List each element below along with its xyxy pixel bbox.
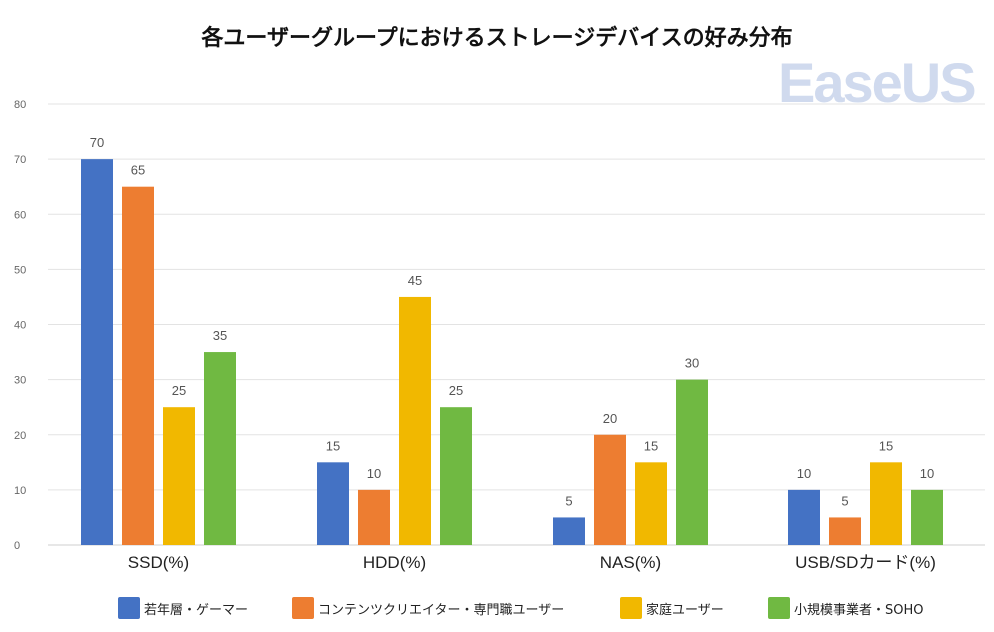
bar: [788, 489, 820, 545]
legend-item: 若年層・ゲーマー: [118, 596, 248, 620]
bar: [829, 517, 861, 545]
bar: [911, 489, 943, 545]
data-label: 65: [131, 163, 145, 178]
data-label: 5: [841, 493, 848, 508]
data-label: 30: [685, 356, 699, 371]
data-label: 10: [367, 466, 381, 481]
bar: [399, 296, 431, 545]
x-tick-label: SSD(%): [128, 553, 189, 572]
x-tick-label: HDD(%): [363, 553, 426, 572]
data-label: 25: [172, 383, 186, 398]
chart-title: 各ユーザーグループにおけるストレージデバイスの好み分布: [201, 26, 793, 51]
y-tick-label: 30: [14, 375, 26, 387]
legend-label: 若年層・ゲーマー: [144, 602, 249, 618]
legend-swatch: [292, 597, 314, 619]
bar: [676, 379, 708, 545]
y-tick-label: 70: [14, 154, 26, 166]
y-tick-label: 60: [14, 209, 26, 221]
legend-swatch: [118, 597, 140, 619]
y-tick-label: 80: [14, 99, 26, 111]
bar: [317, 462, 349, 545]
data-label: 15: [644, 438, 658, 453]
data-label: 15: [326, 438, 340, 453]
bar: [635, 462, 667, 545]
data-label: 5: [565, 493, 572, 508]
legend-item: 家庭ユーザー: [620, 596, 724, 620]
y-tick-label: 10: [14, 485, 26, 497]
bar: [204, 352, 236, 545]
bar: [870, 462, 902, 545]
y-tick-label: 40: [14, 320, 26, 332]
y-tick-label: 20: [14, 430, 26, 442]
bar: [440, 407, 472, 545]
bar: [163, 407, 195, 545]
legend-swatch: [768, 597, 790, 619]
legend-label: 家庭ユーザー: [646, 602, 724, 618]
data-label: 25: [449, 383, 463, 398]
legend-item: 小規模事業者・SOHO: [768, 596, 924, 620]
x-tick-label: NAS(%): [600, 553, 661, 572]
bar: [553, 517, 585, 545]
bar: [122, 186, 154, 545]
data-label: 10: [797, 466, 811, 481]
data-label: 35: [213, 328, 227, 343]
legend-item: コンテンツクリエイター・専門職ユーザー: [292, 596, 564, 620]
chart-legend: 若年層・ゲーマー コンテンツクリエイター・専門職ユーザー 家庭ユーザー 小規模事業者・…: [0, 596, 994, 620]
x-tick-label: USB/SDカード(%): [795, 553, 936, 572]
bar: [594, 434, 626, 545]
data-label: 45: [408, 273, 422, 288]
data-label: 20: [603, 411, 617, 426]
data-label: 15: [879, 438, 893, 453]
y-tick-label: 0: [14, 540, 20, 552]
bar: [358, 489, 390, 545]
legend-swatch: [620, 597, 642, 619]
y-tick-label: 50: [14, 264, 26, 276]
data-label: 10: [920, 466, 934, 481]
data-label: 70: [90, 135, 104, 150]
bar: [81, 159, 113, 545]
legend-label: コンテンツクリエイター・専門職ユーザー: [318, 602, 565, 618]
legend-label: 小規模事業者・SOHO: [794, 602, 924, 618]
